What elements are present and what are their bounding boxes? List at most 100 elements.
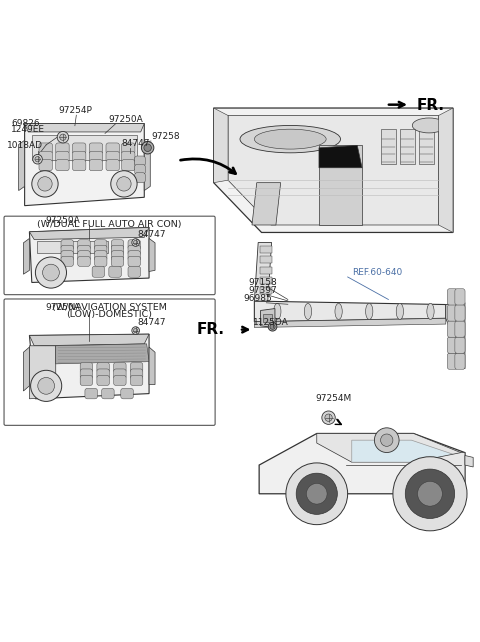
Text: 97254M: 97254M <box>316 394 352 403</box>
Bar <box>420 129 434 164</box>
Polygon shape <box>24 347 29 391</box>
FancyBboxPatch shape <box>85 388 97 399</box>
FancyBboxPatch shape <box>61 256 73 266</box>
Circle shape <box>142 141 154 154</box>
FancyBboxPatch shape <box>106 152 120 162</box>
Circle shape <box>132 327 140 334</box>
FancyBboxPatch shape <box>447 305 457 321</box>
FancyBboxPatch shape <box>447 321 457 337</box>
Polygon shape <box>214 108 228 183</box>
Text: FR.: FR. <box>417 98 445 113</box>
Text: 97250A: 97250A <box>46 216 80 225</box>
Text: (LOW)-DOMESTIC): (LOW)-DOMESTIC) <box>67 310 153 319</box>
FancyBboxPatch shape <box>111 245 124 256</box>
Polygon shape <box>29 227 149 282</box>
Polygon shape <box>24 238 29 274</box>
Bar <box>260 266 272 273</box>
FancyBboxPatch shape <box>131 376 143 385</box>
FancyBboxPatch shape <box>447 289 457 305</box>
Bar <box>36 241 108 253</box>
FancyBboxPatch shape <box>95 239 107 250</box>
Polygon shape <box>254 301 446 322</box>
Polygon shape <box>149 347 155 385</box>
FancyBboxPatch shape <box>455 337 465 353</box>
FancyBboxPatch shape <box>131 369 143 379</box>
FancyBboxPatch shape <box>135 173 145 183</box>
FancyBboxPatch shape <box>61 245 73 256</box>
FancyBboxPatch shape <box>4 216 215 295</box>
Text: (W/DUAL FULL AUTO AIR CON): (W/DUAL FULL AUTO AIR CON) <box>37 220 182 229</box>
FancyBboxPatch shape <box>95 251 107 261</box>
Ellipse shape <box>274 304 281 320</box>
FancyBboxPatch shape <box>92 266 105 277</box>
Text: (W/NAVIGATION SYSTEM: (W/NAVIGATION SYSTEM <box>52 303 167 312</box>
FancyBboxPatch shape <box>95 256 107 266</box>
Text: FR.: FR. <box>197 322 225 337</box>
FancyBboxPatch shape <box>111 256 124 266</box>
Text: 97250A: 97250A <box>108 115 143 124</box>
Polygon shape <box>29 227 149 239</box>
FancyBboxPatch shape <box>106 160 120 171</box>
FancyBboxPatch shape <box>78 245 90 256</box>
FancyBboxPatch shape <box>121 160 135 171</box>
Polygon shape <box>29 346 56 399</box>
FancyBboxPatch shape <box>114 376 126 385</box>
Ellipse shape <box>396 304 404 320</box>
Circle shape <box>38 177 52 191</box>
Polygon shape <box>29 334 149 399</box>
FancyBboxPatch shape <box>106 143 120 154</box>
FancyBboxPatch shape <box>72 160 86 171</box>
FancyBboxPatch shape <box>121 388 133 399</box>
FancyBboxPatch shape <box>455 321 465 337</box>
FancyBboxPatch shape <box>78 239 90 250</box>
Polygon shape <box>149 238 155 272</box>
FancyBboxPatch shape <box>95 245 107 256</box>
Ellipse shape <box>254 129 326 149</box>
Bar <box>32 135 137 160</box>
Circle shape <box>306 483 327 504</box>
Circle shape <box>418 482 442 506</box>
Polygon shape <box>319 145 362 225</box>
Circle shape <box>111 171 137 197</box>
FancyBboxPatch shape <box>97 376 109 385</box>
Text: 97254P: 97254P <box>58 106 92 115</box>
Polygon shape <box>465 455 473 467</box>
Text: 1125DA: 1125DA <box>253 318 289 327</box>
Circle shape <box>144 144 151 152</box>
Text: 97258: 97258 <box>151 132 180 141</box>
Circle shape <box>374 428 399 453</box>
Polygon shape <box>261 309 275 327</box>
FancyBboxPatch shape <box>80 376 93 385</box>
Polygon shape <box>24 123 144 132</box>
Polygon shape <box>254 243 272 301</box>
FancyBboxPatch shape <box>89 152 103 162</box>
Circle shape <box>31 370 62 401</box>
Ellipse shape <box>240 125 340 153</box>
FancyBboxPatch shape <box>455 305 465 321</box>
Circle shape <box>57 132 69 143</box>
FancyBboxPatch shape <box>61 251 73 261</box>
Text: 1018AD: 1018AD <box>7 141 43 150</box>
FancyBboxPatch shape <box>72 143 86 154</box>
Polygon shape <box>56 344 149 364</box>
Text: 84747: 84747 <box>137 230 166 239</box>
FancyBboxPatch shape <box>121 152 135 162</box>
Polygon shape <box>24 123 144 205</box>
FancyBboxPatch shape <box>72 152 86 162</box>
Polygon shape <box>317 433 461 462</box>
FancyBboxPatch shape <box>78 256 90 266</box>
FancyBboxPatch shape <box>128 251 141 261</box>
Polygon shape <box>352 440 456 462</box>
Circle shape <box>405 469 455 519</box>
FancyBboxPatch shape <box>78 251 90 261</box>
Circle shape <box>33 155 42 164</box>
Ellipse shape <box>412 118 446 133</box>
Bar <box>264 315 272 322</box>
Text: 97250A: 97250A <box>46 304 80 313</box>
Circle shape <box>133 329 138 333</box>
Circle shape <box>32 171 58 197</box>
Polygon shape <box>252 183 281 225</box>
Bar <box>400 129 415 164</box>
Polygon shape <box>228 116 439 225</box>
FancyBboxPatch shape <box>447 337 457 353</box>
